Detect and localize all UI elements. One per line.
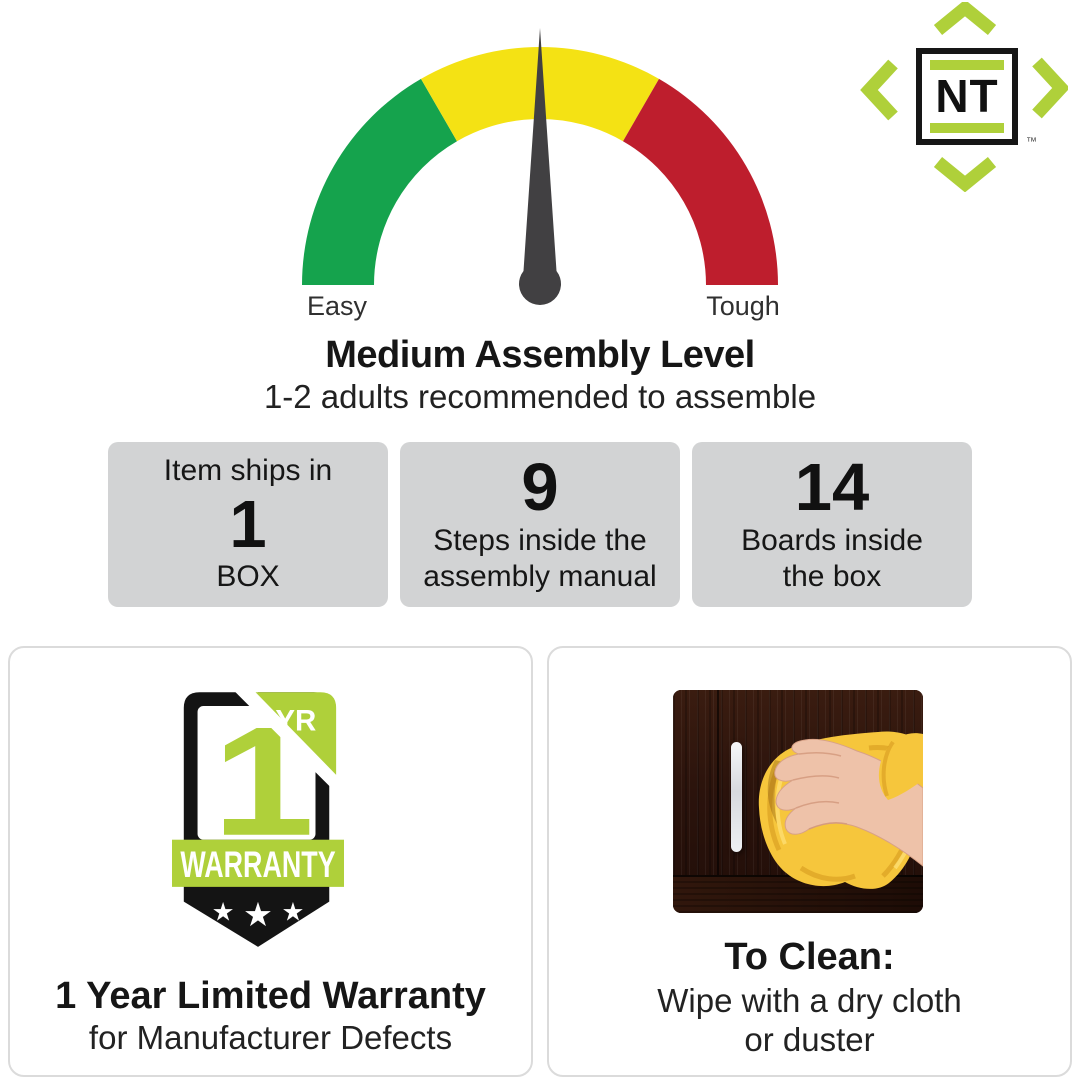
warranty-title: 1 Year Limited Warranty [55,975,486,1017]
cloth-flap-fold [881,740,895,797]
chevron-left-icon [860,59,898,121]
brand-logo-square: NT [916,48,1018,145]
brand-chevrons [860,2,1068,192]
warranty-badge: 1 YR WARRANTY ★ ★ ★ [171,692,344,947]
badge-year-label: YR [275,705,316,738]
info-box-steps: 9 Steps inside the assembly manual [400,442,680,607]
gauge-label-easy: Easy [306,291,368,321]
cloth-and-hand [758,731,923,889]
star-icon: ★ [281,897,304,927]
cleaning-photo [673,690,923,913]
info-box-text-bottom: BOX [216,560,280,594]
gauge-segment-easy [302,78,457,286]
shipping-info-row: Item ships in 1 BOX 9 Steps inside the a… [108,442,972,607]
brand-logo: NT ™ [860,2,1068,192]
chevron-right-icon [1032,57,1068,119]
chevron-down-icon [933,156,997,192]
brand-logo-text: NT [935,69,999,122]
warranty-card: 1 YR WARRANTY ★ ★ ★ 1 Year Limited Warra… [8,646,533,1077]
box-count: 1 [229,486,267,562]
assembly-level-subtitle: 1-2 adults recommended to assemble [263,378,817,415]
logo-bar-top [930,60,1004,70]
logo-bar-bottom [930,123,1004,133]
trademark-symbol: ™ [1026,136,1037,148]
info-box-boards: 14 Boards inside the box [692,442,972,607]
star-icon: ★ [243,895,273,934]
gauge-needle [519,28,561,305]
assembly-level-title: Medium Assembly Level [325,334,755,376]
gauge-segment-tough [623,78,778,286]
boards-count: 14 [794,450,870,526]
info-box-ships-in: Item ships in 1 BOX [108,442,388,607]
info-box-text-top: Item ships in [163,454,333,488]
wood-seam [717,690,719,877]
badge-band-label: WARRANTY [180,843,335,885]
chevron-up-icon [933,2,997,36]
cloth-shadow [767,760,783,824]
steps-count: 9 [521,450,559,526]
info-box-text-bottom: Steps inside the assembly manual [423,523,657,594]
gauge-label-tough: Tough [706,291,780,321]
clean-title: To Clean: [724,936,895,978]
star-icon: ★ [211,897,234,927]
warranty-subtitle: for Manufacturer Defects [88,1019,453,1056]
badge-diagonal-gap [234,692,344,801]
info-box-text-bottom: Boards inside the box [741,523,923,594]
drawer-handle [731,742,742,852]
assembly-difficulty-gauge [302,28,778,305]
badge-band [171,839,344,887]
cleaning-card: To Clean: Wipe with a dry cloth or duste… [547,646,1072,1077]
finger-creases [792,751,848,830]
clean-instructions: Wipe with a dry cloth or duster [657,982,962,1058]
